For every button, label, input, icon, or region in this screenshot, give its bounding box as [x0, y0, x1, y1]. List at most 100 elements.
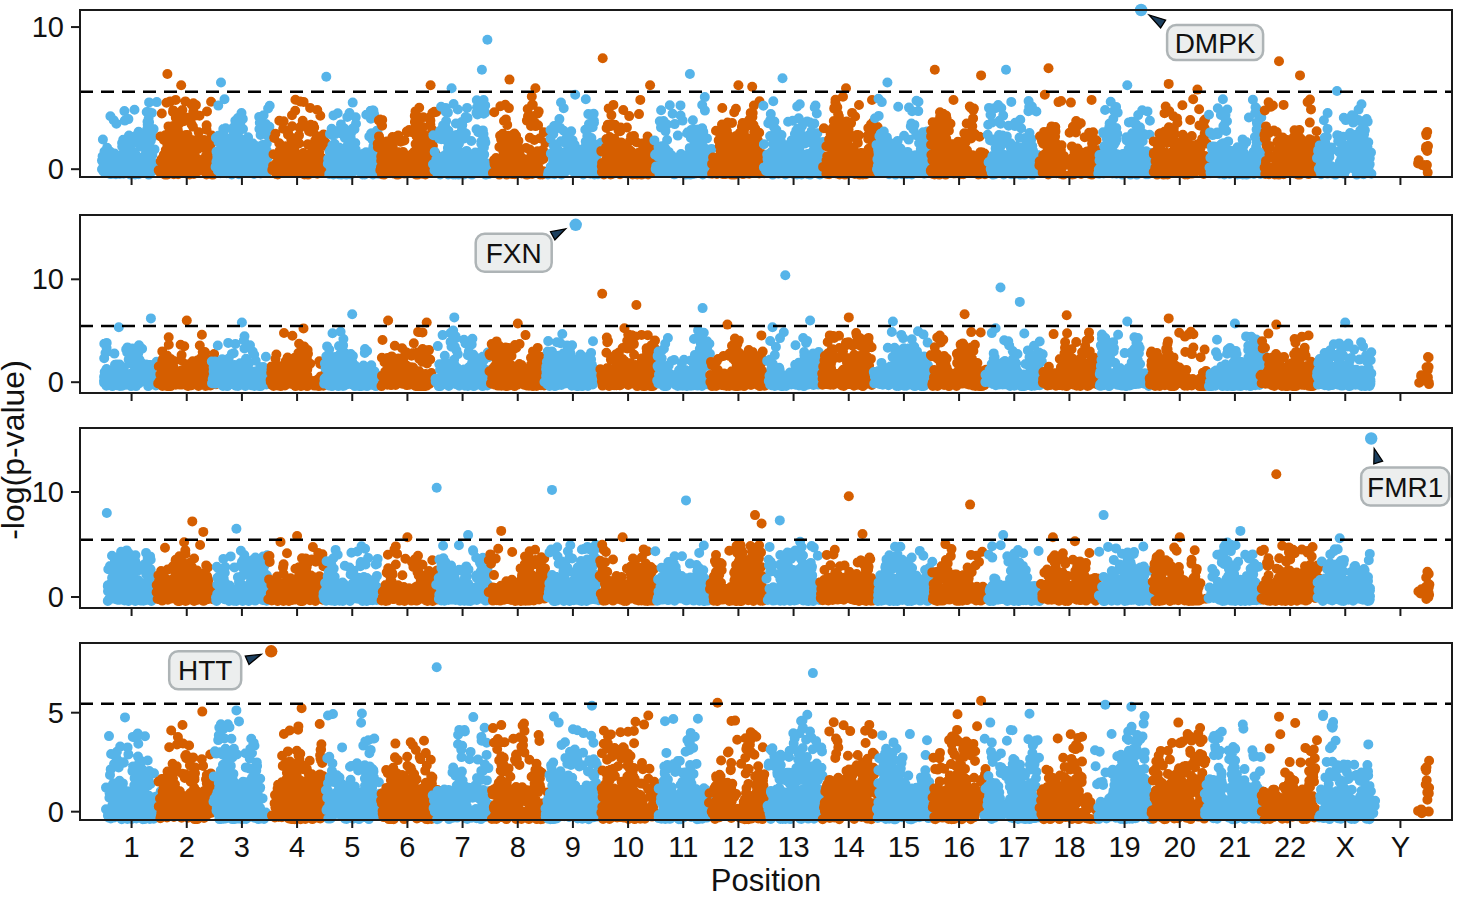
figure-canvas: -log(p-value) Position 100DMPK100FXN100F…: [0, 0, 1459, 897]
peak-point: [597, 289, 607, 299]
y-tick-label: 0: [48, 153, 64, 185]
chromosome-label: 17: [998, 831, 1030, 863]
gene-label: FMR1: [1367, 472, 1443, 503]
chrom-18-points: [1035, 729, 1101, 824]
peak-point: [102, 508, 112, 518]
peak-point: [1044, 63, 1054, 73]
chrom-10-points: [596, 95, 659, 180]
peak-point: [449, 312, 459, 322]
chrom-2-points: [152, 537, 218, 606]
peak-point: [505, 75, 515, 85]
chrom-7-points: [431, 540, 494, 606]
chrom-10-points: [595, 323, 662, 391]
chromosome-label: 2: [179, 831, 195, 863]
chrom-21-points: [1204, 538, 1266, 607]
peak-point: [808, 668, 818, 678]
chrom-2-points: [154, 95, 220, 180]
chrom-11-points: [650, 541, 713, 606]
peak-point: [1192, 85, 1202, 95]
chrom-8-points: [488, 92, 551, 180]
chromosome-label: 6: [399, 831, 415, 863]
chromosome-label: 13: [777, 831, 809, 863]
peak-point: [757, 519, 767, 529]
y-tick-label: 5: [48, 697, 64, 729]
y-tick-label: 10: [32, 11, 64, 43]
peak-point: [965, 500, 975, 510]
gene-label: HTT: [178, 655, 232, 686]
annotation-arrow: [1149, 15, 1166, 28]
peak-point: [1274, 56, 1284, 66]
chromosome-label: 9: [565, 831, 581, 863]
chrom-X-points: [1314, 711, 1380, 824]
chromosome-label: 22: [1274, 831, 1306, 863]
peak-point: [976, 70, 986, 80]
chrom-3-points: [209, 705, 271, 824]
peak-point: [1164, 313, 1174, 323]
chrom-15-points: [869, 326, 935, 391]
peak-point: [1318, 710, 1328, 720]
chrom-3-points: [211, 94, 275, 179]
peak-point: [547, 485, 557, 495]
chromosome-label: 5: [344, 831, 360, 863]
chrom-9-points: [541, 701, 604, 824]
peak-point: [960, 309, 970, 319]
chromosome-label: 14: [833, 831, 865, 863]
chromosome-label: Y: [1391, 831, 1410, 863]
chrom-17-points: [980, 323, 1047, 391]
chrom-16-points: [928, 709, 991, 824]
chrom-15-points: [872, 729, 935, 824]
chrom-X-points: [1313, 544, 1375, 606]
peak-point: [1001, 65, 1011, 75]
peak-point: [146, 313, 156, 323]
chromosome-label: 18: [1053, 831, 1085, 863]
chrom-21-points: [1200, 720, 1267, 825]
peak-point: [780, 270, 790, 280]
peak-point: [681, 495, 691, 505]
peak-point: [496, 526, 506, 536]
chromosome-label: 4: [289, 831, 305, 863]
chrom-19-points: [1090, 702, 1156, 824]
x-axis-label: Position: [711, 863, 821, 897]
chrom-20-points: [1148, 543, 1211, 606]
chrom-9-points: [543, 540, 604, 606]
peak-point: [426, 80, 436, 90]
peak-point: [805, 316, 815, 326]
chrom-1-points: [97, 97, 162, 180]
panel-fmr1: 100FMR1: [32, 428, 1452, 616]
peak-point: [1164, 79, 1174, 89]
y-tick-label: 0: [48, 366, 64, 398]
chrom-5-points: [321, 709, 386, 825]
peak-point: [645, 80, 655, 90]
chromosome-label: 11: [668, 831, 698, 863]
annotation-arrow: [1374, 449, 1383, 464]
manhattan-figure: -log(p-value) Position 100DMPK100FXN100F…: [0, 0, 1459, 897]
chrom-10-points: [596, 711, 660, 825]
chrom-8-points: [485, 330, 550, 391]
peak-point: [1099, 510, 1109, 520]
peak-point: [685, 69, 695, 79]
chrom-18-points: [1036, 536, 1103, 606]
peak-point: [198, 527, 208, 537]
chromosome-label: 7: [455, 831, 471, 863]
panel-fxn: 100FXN: [32, 215, 1452, 401]
peak-point: [844, 312, 854, 322]
peak-point: [1271, 469, 1281, 479]
chrom-14-points: [818, 717, 881, 824]
peak-point: [1335, 533, 1345, 543]
peak-point: [996, 283, 1006, 293]
chrom-13-points: [763, 710, 829, 824]
chrom-21-points: [1204, 94, 1269, 179]
chrom-22-points: [1257, 718, 1323, 824]
gene-label: FXN: [486, 238, 542, 269]
y-tick-label: 0: [48, 581, 64, 613]
chromosome-label: 20: [1164, 831, 1196, 863]
chrom-22-points: [1256, 329, 1322, 392]
chromosome-label: 19: [1108, 831, 1140, 863]
peak-point: [432, 483, 442, 493]
peak-point: [1100, 700, 1110, 710]
peak-point: [482, 35, 492, 45]
peak-point: [321, 72, 331, 82]
peak-point: [1062, 310, 1072, 320]
chrom-12-points: [705, 539, 770, 606]
peak-point: [722, 320, 732, 330]
